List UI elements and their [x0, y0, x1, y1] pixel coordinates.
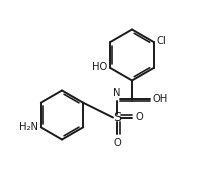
Text: O: O — [113, 138, 120, 148]
Text: N: N — [113, 88, 120, 98]
Text: HO: HO — [92, 62, 107, 72]
Text: OH: OH — [152, 93, 167, 103]
Text: S: S — [112, 111, 121, 124]
Text: O: O — [134, 112, 142, 122]
Text: H₂N: H₂N — [19, 122, 38, 132]
Text: Cl: Cl — [156, 36, 165, 46]
